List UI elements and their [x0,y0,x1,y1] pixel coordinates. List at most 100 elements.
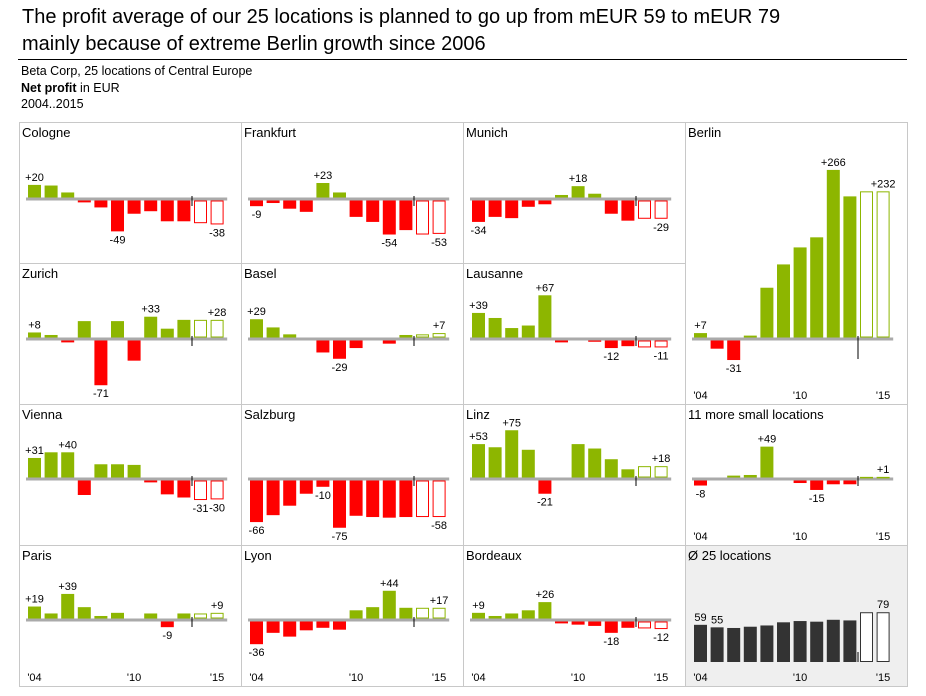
x-tick-lyon-'04: '04 [249,672,263,684]
data-label-bordeaux-2008: +26 [536,589,555,601]
data-label-basel-2015: +7 [433,320,446,332]
bar-lyon-2005 [266,621,280,633]
data-label-11-more-small-locations-2004: -8 [696,489,706,501]
data-label-frankfurt-2015: -53 [431,237,447,249]
bar-cologne-2008 [94,200,108,208]
bar-frankfurt-2011 [366,200,380,222]
bar-11-more-small-locations-2013 [843,480,857,485]
data-label-cologne-2009: -49 [110,234,126,246]
axis-line-cologne [26,197,228,201]
bar-paris-2011 [144,613,158,619]
x-tick-berlin-'10: '10 [793,390,807,402]
x-tick-25-locations-'15: '15 [876,672,890,684]
bar-linz-2005 [488,447,502,478]
axis-line-salzburg [248,477,450,481]
bar-berlin-2013 [843,196,857,338]
bar-zurich-2004 [28,332,41,338]
panel-title-vienna: Vienna [22,407,63,422]
bar-salzburg-2008 [316,480,330,487]
axis-line-basel [248,337,450,341]
bar-paris-2012 [160,621,174,628]
bar-25-locations-2010 [793,621,807,662]
chart-meta: Beta Corp, 25 locations of Central Europ… [21,63,252,113]
data-label-cologne-2015: -38 [209,227,225,239]
bar-25-locations-2007 [743,626,757,662]
bar-linz-2013 [621,469,635,478]
bar-vienna-2015 [210,480,224,500]
bar-berlin-2015 [876,191,890,338]
page-title: The profit average of our 25 locations i… [22,4,780,58]
bar-basel-2013 [399,334,413,338]
bar-paris-2015 [210,612,224,619]
panel-title-basel: Basel [244,266,277,281]
bar-vienna-2005 [44,452,58,478]
bar-zurich-2009 [111,321,124,338]
panel-title-bordeaux: Bordeaux [466,548,522,563]
data-label-lausanne-2015: -11 [654,350,669,362]
data-label-munich-2015: -29 [653,222,669,234]
axis-line-paris [26,618,228,622]
data-label-zurich-2004: +8 [28,319,41,331]
bar-bordeaux-2004 [472,612,485,619]
data-label-11-more-small-locations-2011: -15 [809,493,825,505]
panel-title-munich: Munich [466,125,508,140]
bar-bordeaux-2012 [604,621,618,633]
bar-25-locations-2014 [860,612,873,662]
axis-line-linz [470,477,672,481]
bar-linz-2010 [571,444,585,478]
bar-lyon-2007 [299,621,313,631]
panel-title-berlin: Berlin [688,125,721,140]
bar-salzburg-2014 [416,480,429,518]
bar-lyon-2008 [316,621,330,628]
bar-linz-2014 [638,466,651,478]
bar-zurich-2010 [127,340,141,361]
bar-lausanne-2004 [472,312,485,338]
data-label-paris-2006: +39 [58,581,77,593]
bar-cologne-2009 [111,200,124,232]
bar-lyon-2009 [333,621,346,630]
data-label-bordeaux-2012: -18 [603,636,619,648]
bar-basel-2004 [250,319,263,338]
bar-cologne-2012 [160,200,174,222]
bar-lyon-2014 [416,607,429,619]
bar-berlin-2012 [826,169,840,338]
bar-linz-2011 [588,448,602,478]
bar-cologne-2010 [127,200,141,214]
bar-25-locations-2008 [760,625,774,662]
bar-lyon-2010 [349,610,363,619]
bar-linz-2012 [604,459,618,478]
panel-frame-zurich [19,263,242,405]
bar-zurich-2006 [61,340,75,343]
data-label-25-locations-2005: 55 [711,614,723,626]
bar-zurich-2011 [144,316,158,338]
data-label-paris-2012: -9 [162,630,172,642]
bar-11-more-small-locations-2012 [826,480,840,485]
bar-basel-2010 [349,340,363,349]
data-label-lausanne-2008: +67 [536,282,555,294]
bar-paris-2013 [177,613,191,619]
data-label-frankfurt-2012: -54 [381,238,397,250]
bar-salzburg-2009 [333,480,346,528]
bar-11-more-small-locations-2014 [860,476,873,479]
bar-linz-2015 [654,466,668,478]
bar-zurich-2013 [177,319,191,338]
data-label-frankfurt-2008: +23 [314,170,333,182]
bar-vienna-2012 [160,480,174,495]
bar-frankfurt-2012 [382,200,396,235]
bar-berlin-2005 [710,340,724,349]
bar-cologne-2004 [28,184,41,198]
panel-frame-11-more-small-locations [685,404,908,546]
bar-vienna-2010 [127,464,141,478]
bar-zurich-2014 [194,319,207,338]
bar-zurich-2005 [44,334,58,338]
panel-title-zurich: Zurich [22,266,58,281]
axis-line-11-more-small-locations [692,477,894,481]
data-label-cologne-2004: +20 [25,172,44,184]
bar-vienna-2008 [94,464,108,478]
bar-munich-2004 [472,200,485,222]
measure-label: Net profit in EUR [21,80,252,97]
bar-vienna-2006 [61,452,75,478]
bar-lausanne-2007 [521,325,535,338]
bar-munich-2006 [505,200,519,219]
bar-paris-2009 [111,612,124,619]
